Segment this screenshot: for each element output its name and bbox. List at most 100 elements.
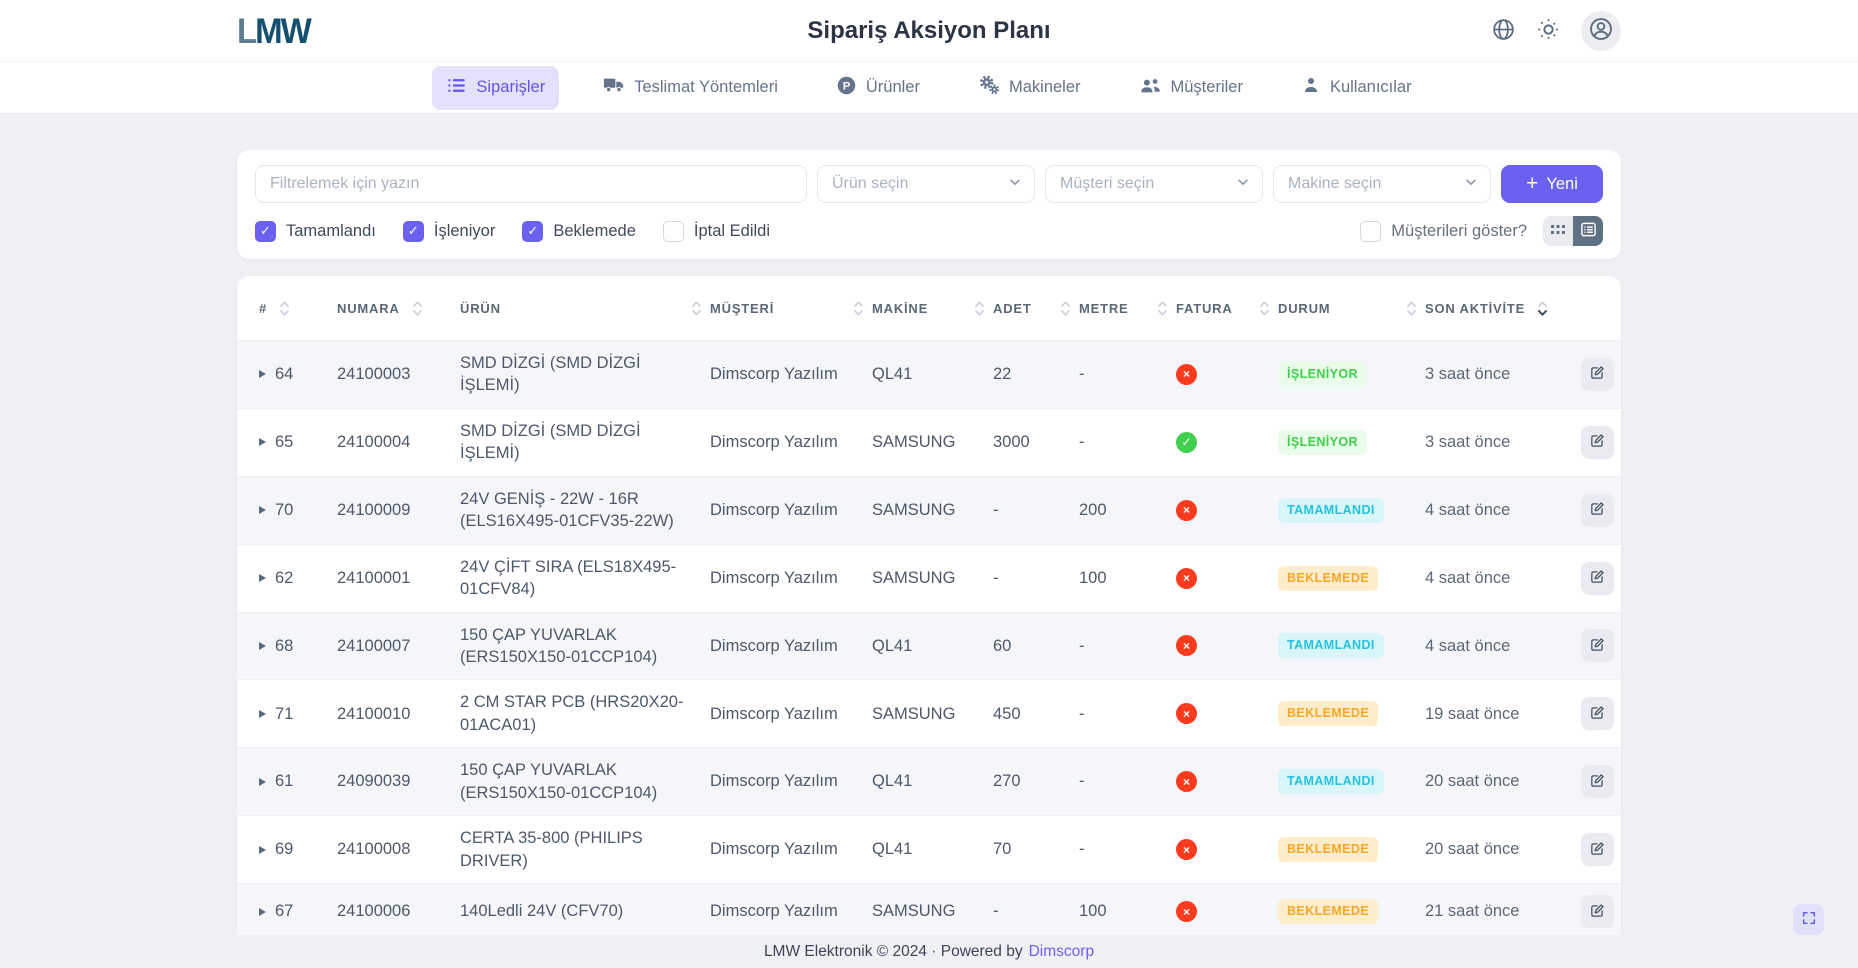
order-id: 61 xyxy=(275,772,294,791)
edit-row-button[interactable] xyxy=(1581,357,1614,391)
col-header-urun[interactable]: ÜRÜN xyxy=(460,299,710,318)
order-customer: Dimscorp Yazılım xyxy=(710,772,838,791)
tab-urunler[interactable]: P Ürünler xyxy=(822,66,934,110)
fullscreen-button[interactable] xyxy=(1793,904,1824,935)
order-product: SMD DİZGİ (SMD DİZGİ İŞLEMİ) xyxy=(460,421,641,463)
checkbox-icon: ✓ xyxy=(662,220,684,242)
theme-toggle-button[interactable] xyxy=(1536,17,1561,45)
row-expand-caret[interactable] xyxy=(259,506,266,515)
customer-select[interactable]: Müşteri seçin xyxy=(1045,165,1263,203)
table-row[interactable]: 68 24100007 150 ÇAP YUVARLAK (ERS150X150… xyxy=(237,612,1621,681)
edit-pencil-icon xyxy=(1589,500,1606,520)
show-customers-checkbox[interactable]: ✓ Müşterileri göster? xyxy=(1360,220,1527,242)
row-expand-caret[interactable] xyxy=(259,709,266,718)
table-row[interactable]: 65 24100004 SMD DİZGİ (SMD DİZGİ İŞLEMİ)… xyxy=(237,409,1621,477)
edit-row-button[interactable] xyxy=(1581,697,1614,731)
order-meters: 100 xyxy=(1079,568,1107,587)
table-row[interactable]: 61 24090039 150 ÇAP YUVARLAK (ERS150X150… xyxy=(237,748,1621,817)
order-machine: QL41 xyxy=(872,636,913,655)
product-p-icon: P xyxy=(836,75,857,101)
sort-icon[interactable] xyxy=(1406,299,1417,318)
main-content: Ürün seçin Müşteri seçin Makine seçin + … xyxy=(237,150,1621,968)
order-product: 150 ÇAP YUVARLAK (ERS150X150-01CCP104) xyxy=(460,625,658,666)
table-row[interactable]: 62 24100001 24V ÇİFT SIRA (ELS18X495-01C… xyxy=(237,545,1621,613)
sort-icon[interactable] xyxy=(691,299,702,318)
status-filter-iptal-edildi[interactable]: ✓ İptal Edildi xyxy=(662,220,770,242)
lmw-logo[interactable]: LMW xyxy=(237,9,312,50)
row-expand-caret[interactable] xyxy=(259,907,266,916)
sort-icon-active-desc[interactable] xyxy=(1537,299,1548,318)
people-icon xyxy=(1139,74,1162,102)
sort-icon[interactable] xyxy=(1157,299,1168,318)
sort-icon[interactable] xyxy=(853,299,864,318)
sort-icon[interactable] xyxy=(974,299,985,318)
col-header-id[interactable]: # xyxy=(259,299,337,318)
row-expand-caret[interactable] xyxy=(259,641,266,650)
product-select[interactable]: Ürün seçin xyxy=(817,165,1035,203)
tab-musteriler[interactable]: Müşteriler xyxy=(1125,65,1257,111)
user-avatar-button[interactable] xyxy=(1581,10,1621,51)
tab-siparisler[interactable]: Siparişler xyxy=(432,65,560,110)
status-filter-tamamlandi[interactable]: ✓ Tamamlandı xyxy=(255,220,376,242)
col-header-fatura[interactable]: FATURA xyxy=(1176,299,1278,318)
col-header-musteri[interactable]: MÜŞTERİ xyxy=(710,299,872,318)
row-expand-caret[interactable] xyxy=(259,438,266,447)
filter-search-input[interactable] xyxy=(255,165,807,203)
status-filter-beklemede[interactable]: ✓ Beklemede xyxy=(522,220,636,242)
edit-row-button[interactable] xyxy=(1581,629,1614,663)
edit-row-button[interactable] xyxy=(1581,493,1614,527)
order-product: SMD DİZGİ (SMD DİZGİ İŞLEMİ) xyxy=(460,354,641,395)
row-expand-caret[interactable] xyxy=(259,777,266,786)
edit-row-button[interactable] xyxy=(1581,765,1614,799)
tab-kullanicilar[interactable]: Kullanıcılar xyxy=(1287,66,1426,109)
row-expand-caret[interactable] xyxy=(259,574,266,583)
last-activity: 4 saat önce xyxy=(1425,568,1511,587)
order-number: 24100009 xyxy=(337,500,411,519)
list-view-button[interactable] xyxy=(1573,216,1603,246)
table-row[interactable]: 67 24100006 140Ledli 24V (CFV70) Dimscor… xyxy=(237,884,1621,940)
language-globe-button[interactable] xyxy=(1491,17,1516,45)
edit-pencil-icon xyxy=(1589,432,1606,452)
sort-icon[interactable] xyxy=(412,299,423,318)
order-id: 70 xyxy=(275,500,294,519)
row-expand-caret[interactable] xyxy=(259,845,266,854)
sort-icon[interactable] xyxy=(279,299,290,318)
tab-teslimat-yontemleri[interactable]: Teslimat Yöntemleri xyxy=(589,65,792,110)
order-quantity: - xyxy=(993,500,999,519)
checkbox-icon: ✓ xyxy=(1360,220,1382,242)
last-activity: 3 saat önce xyxy=(1425,365,1511,384)
machine-select[interactable]: Makine seçin xyxy=(1273,165,1491,203)
row-expand-caret[interactable] xyxy=(259,370,266,379)
edit-row-button[interactable] xyxy=(1581,561,1614,595)
sort-icon[interactable] xyxy=(1259,299,1270,318)
status-filter-isleniyor[interactable]: ✓ İşleniyor xyxy=(402,220,495,242)
table-row[interactable]: 71 24100010 2 CM STAR PCB (HRS20X20-01AC… xyxy=(237,680,1621,749)
tab-makineler[interactable]: Makineler xyxy=(964,65,1095,110)
col-header-metre[interactable]: METRE xyxy=(1079,299,1176,318)
col-header-makine[interactable]: MAKİNE xyxy=(872,299,993,318)
col-header-son-aktivite[interactable]: SON AKTİVİTE xyxy=(1425,299,1581,318)
table-row[interactable]: 69 24100008 CERTA 35-800 (PHILIPS DRIVER… xyxy=(237,816,1621,884)
order-quantity: 22 xyxy=(993,365,1012,384)
edit-row-button[interactable] xyxy=(1581,833,1614,867)
order-number: 24090039 xyxy=(337,772,411,791)
edit-row-button[interactable] xyxy=(1581,895,1614,928)
dimscorp-link[interactable]: Dimscorp xyxy=(1028,942,1095,960)
order-meters: 200 xyxy=(1079,500,1107,519)
edit-pencil-icon xyxy=(1589,636,1606,656)
col-header-adet[interactable]: ADET xyxy=(993,299,1079,318)
globe-icon xyxy=(1491,17,1516,45)
order-meters: - xyxy=(1079,840,1085,859)
grid-icon xyxy=(1550,224,1566,239)
table-row[interactable]: 64 24100003 SMD DİZGİ (SMD DİZGİ İŞLEMİ)… xyxy=(237,341,1621,409)
col-header-durum[interactable]: DURUM xyxy=(1278,299,1425,318)
order-machine: QL41 xyxy=(872,365,913,384)
table-row[interactable]: 70 24100009 24V GENİŞ - 22W - 16R (ELS16… xyxy=(237,476,1621,545)
new-order-button[interactable]: + Yeni xyxy=(1501,165,1603,203)
edit-row-button[interactable] xyxy=(1581,425,1614,459)
col-header-numara[interactable]: NUMARA xyxy=(337,299,460,318)
sort-icon[interactable] xyxy=(1060,299,1071,318)
order-number: 24100010 xyxy=(337,704,411,723)
table-body: 64 24100003 SMD DİZGİ (SMD DİZGİ İŞLEMİ)… xyxy=(237,341,1621,968)
grid-view-button[interactable] xyxy=(1543,216,1573,246)
